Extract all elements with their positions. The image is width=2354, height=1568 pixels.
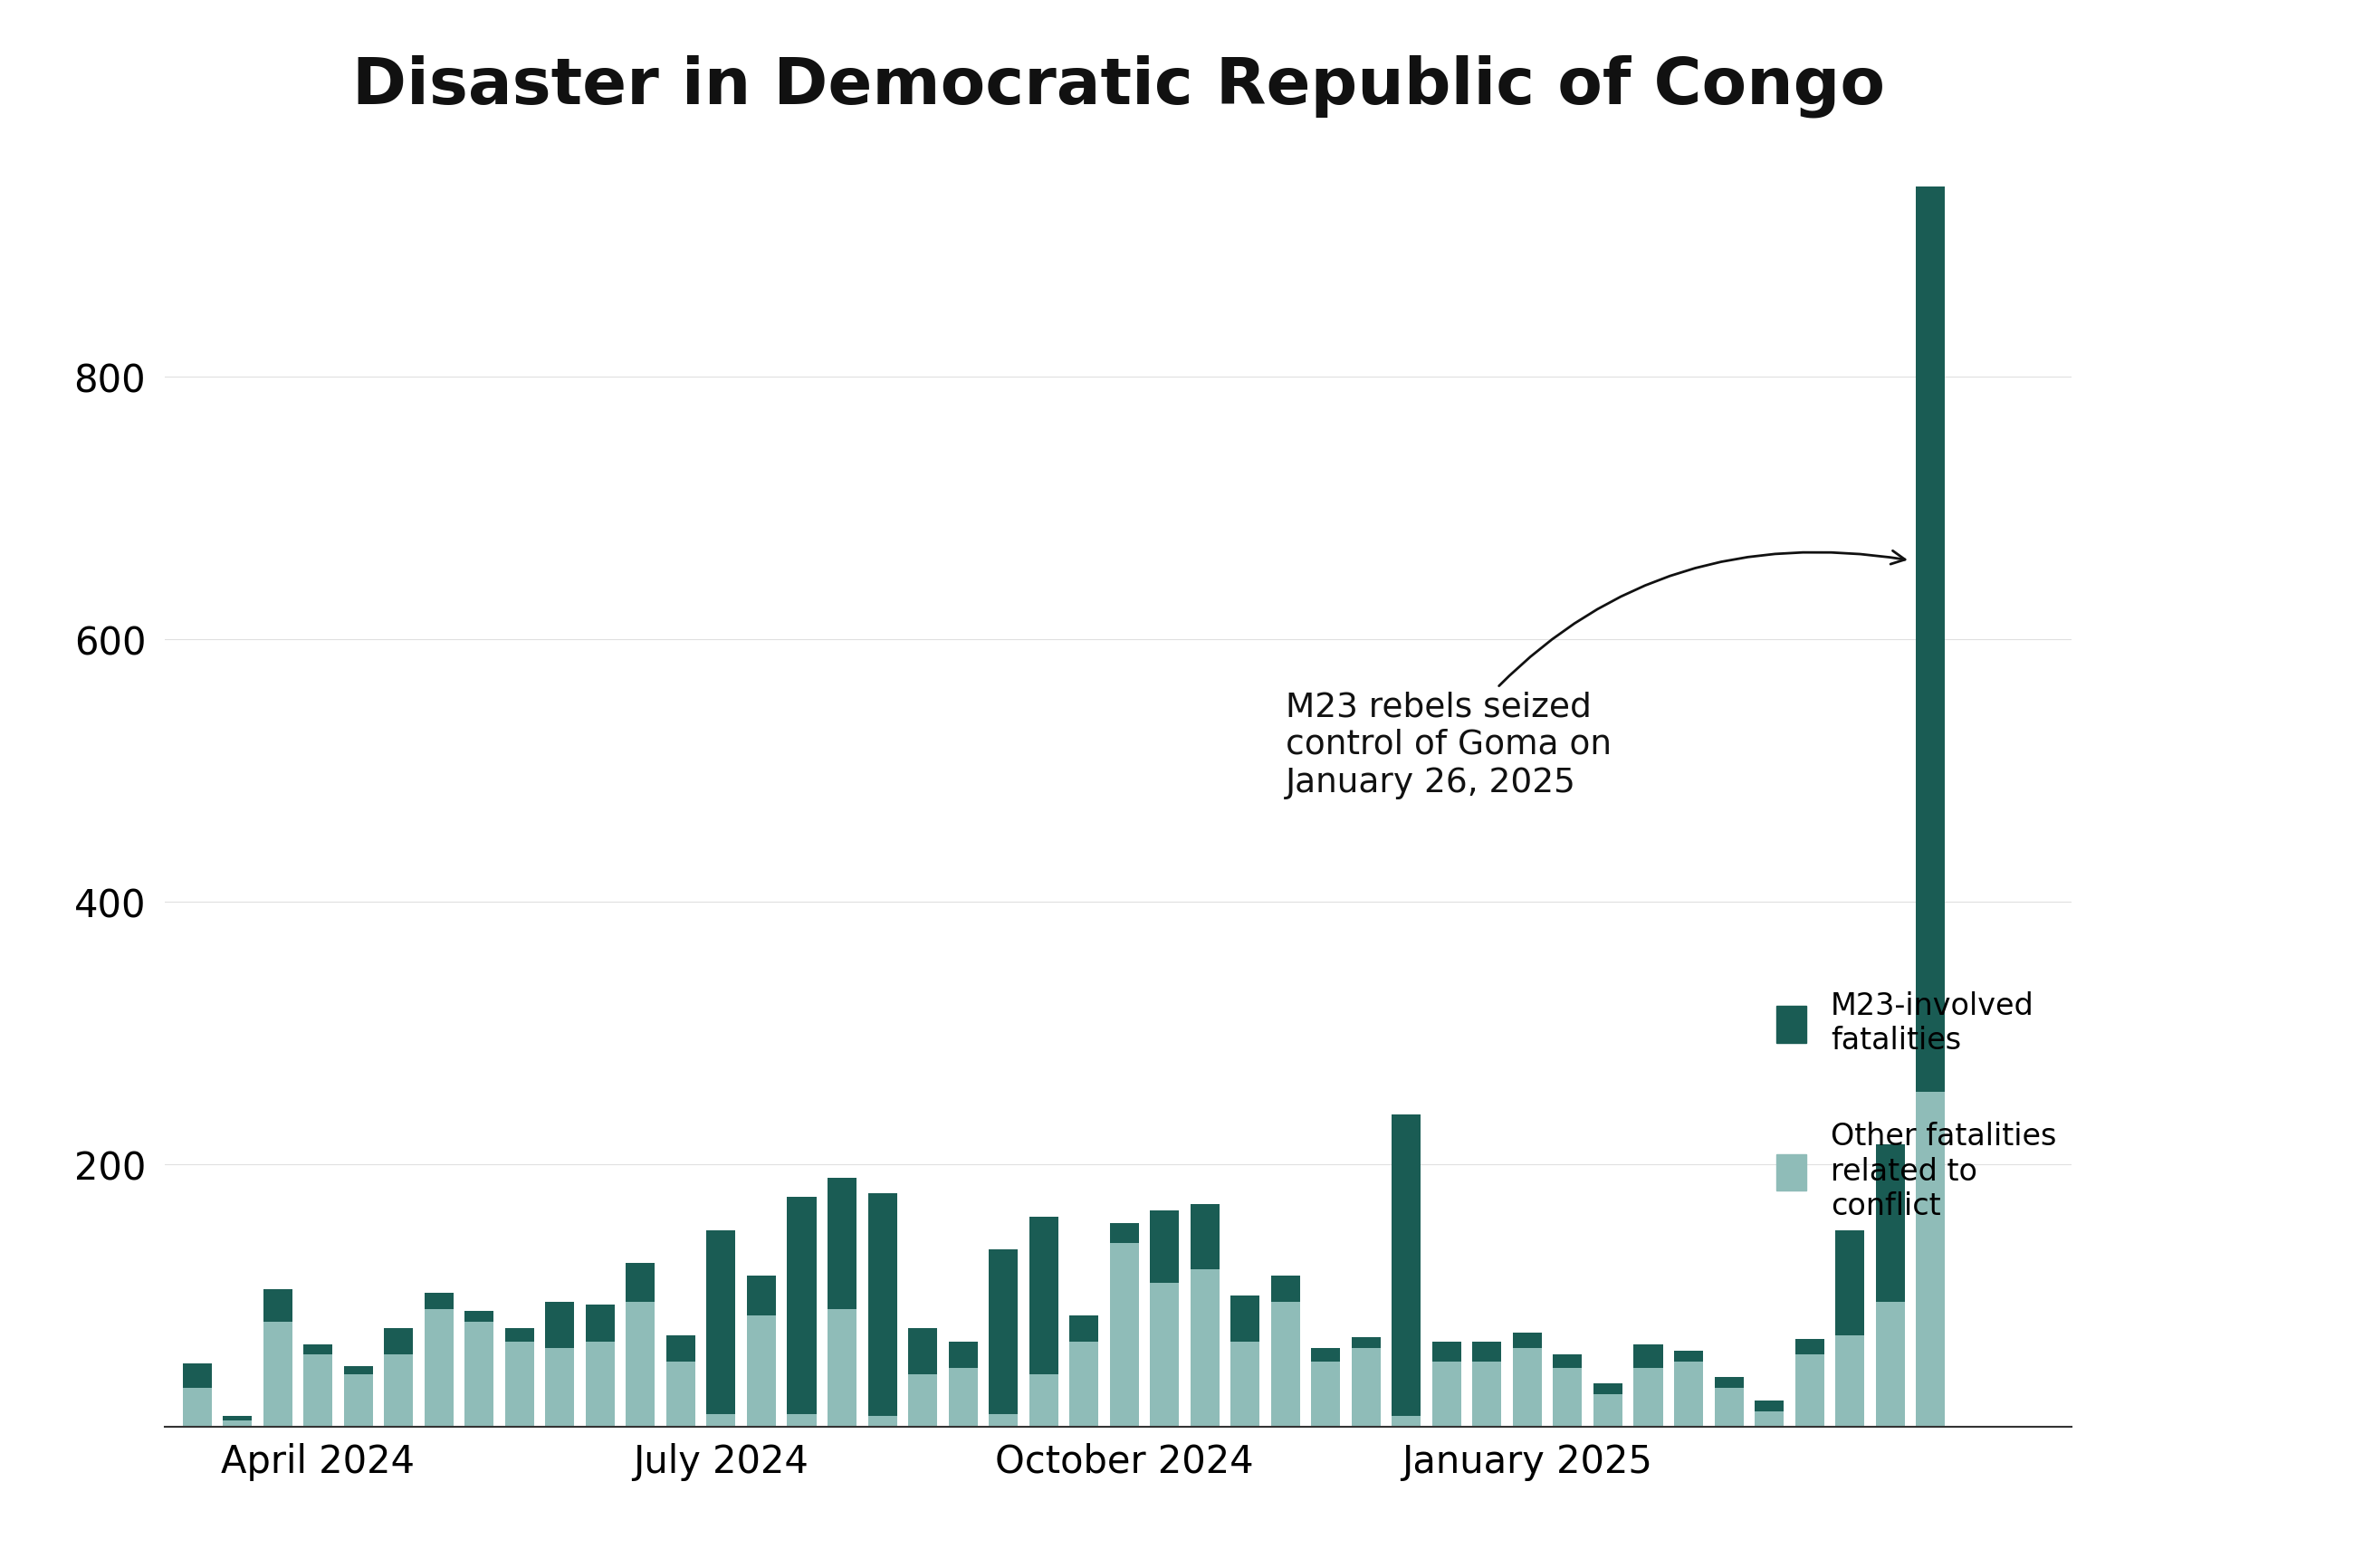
Bar bbox=[1191, 1270, 1219, 1427]
Bar bbox=[1311, 1348, 1339, 1361]
Bar bbox=[626, 1262, 654, 1303]
Text: M23 rebels seized
control of Goma on
January 26, 2025: M23 rebels seized control of Goma on Jan… bbox=[1285, 552, 1904, 798]
Bar bbox=[1109, 1243, 1139, 1427]
Bar bbox=[546, 1348, 574, 1427]
Bar bbox=[1554, 1367, 1582, 1427]
Bar bbox=[989, 1250, 1017, 1414]
Bar bbox=[1916, 1093, 1944, 1427]
Bar bbox=[829, 1309, 857, 1427]
Bar bbox=[1836, 1229, 1864, 1334]
Bar bbox=[384, 1328, 412, 1355]
Legend: M23-involved
fatalities, Other fatalities
related to
conflict: M23-involved fatalities, Other fatalitie… bbox=[1777, 991, 2057, 1220]
Bar bbox=[464, 1311, 494, 1322]
Bar bbox=[829, 1178, 857, 1309]
Bar bbox=[1271, 1303, 1299, 1427]
Bar bbox=[1836, 1334, 1864, 1427]
Bar bbox=[989, 1414, 1017, 1427]
Bar bbox=[1876, 1303, 1904, 1427]
Bar bbox=[1391, 1416, 1422, 1427]
Bar bbox=[1714, 1388, 1744, 1427]
Bar bbox=[1151, 1210, 1179, 1283]
Bar bbox=[1029, 1217, 1057, 1375]
Bar bbox=[506, 1342, 534, 1427]
Bar bbox=[706, 1229, 734, 1414]
Bar bbox=[264, 1322, 292, 1427]
Bar bbox=[1029, 1375, 1057, 1427]
Title: Disaster in Democratic Republic of Congo: Disaster in Democratic Republic of Congo bbox=[351, 55, 1886, 118]
Bar bbox=[264, 1289, 292, 1322]
Bar bbox=[786, 1198, 817, 1414]
Bar bbox=[464, 1322, 494, 1427]
Bar bbox=[304, 1344, 332, 1355]
Bar bbox=[1431, 1342, 1462, 1361]
Bar bbox=[1634, 1367, 1662, 1427]
Bar bbox=[706, 1414, 734, 1427]
Bar bbox=[1514, 1333, 1542, 1348]
Bar bbox=[1271, 1276, 1299, 1303]
Bar bbox=[1231, 1342, 1259, 1427]
Bar bbox=[384, 1355, 412, 1427]
Bar bbox=[1876, 1145, 1904, 1303]
Bar bbox=[1311, 1361, 1339, 1427]
Bar bbox=[424, 1294, 454, 1309]
Bar bbox=[1916, 187, 1944, 1093]
Bar bbox=[909, 1328, 937, 1375]
Bar bbox=[1674, 1361, 1702, 1427]
Bar bbox=[1109, 1223, 1139, 1243]
Bar bbox=[1714, 1377, 1744, 1388]
Bar bbox=[1474, 1342, 1502, 1361]
Bar bbox=[1754, 1400, 1784, 1411]
Bar bbox=[949, 1367, 977, 1427]
Bar bbox=[869, 1416, 897, 1427]
Bar bbox=[224, 1416, 252, 1421]
Bar bbox=[949, 1342, 977, 1367]
Bar bbox=[1554, 1355, 1582, 1367]
Bar bbox=[546, 1303, 574, 1348]
Bar bbox=[424, 1309, 454, 1427]
Bar bbox=[869, 1193, 897, 1416]
Bar bbox=[1351, 1338, 1379, 1348]
Bar bbox=[746, 1316, 777, 1427]
Bar bbox=[786, 1414, 817, 1427]
Bar bbox=[909, 1375, 937, 1427]
Bar bbox=[1191, 1204, 1219, 1270]
Bar bbox=[224, 1421, 252, 1427]
Bar bbox=[1431, 1361, 1462, 1427]
Bar bbox=[1474, 1361, 1502, 1427]
Bar bbox=[1351, 1348, 1379, 1427]
Bar bbox=[1754, 1411, 1784, 1427]
Bar bbox=[1674, 1350, 1702, 1361]
Bar bbox=[1594, 1394, 1622, 1427]
Bar bbox=[666, 1361, 694, 1427]
Bar bbox=[666, 1334, 694, 1361]
Bar bbox=[344, 1375, 372, 1427]
Bar bbox=[1391, 1115, 1422, 1416]
Bar bbox=[184, 1364, 212, 1388]
Bar bbox=[1796, 1339, 1824, 1355]
Bar bbox=[1069, 1342, 1099, 1427]
Bar bbox=[1151, 1283, 1179, 1427]
Bar bbox=[184, 1388, 212, 1427]
Bar bbox=[1514, 1348, 1542, 1427]
Bar bbox=[1231, 1295, 1259, 1342]
Bar bbox=[626, 1303, 654, 1427]
Bar bbox=[506, 1328, 534, 1342]
Bar bbox=[344, 1367, 372, 1375]
Bar bbox=[586, 1305, 614, 1342]
Bar bbox=[746, 1276, 777, 1316]
Bar bbox=[1069, 1316, 1099, 1342]
Bar bbox=[1796, 1355, 1824, 1427]
Bar bbox=[1594, 1383, 1622, 1394]
Bar bbox=[586, 1342, 614, 1427]
Bar bbox=[304, 1355, 332, 1427]
Bar bbox=[1634, 1344, 1662, 1367]
